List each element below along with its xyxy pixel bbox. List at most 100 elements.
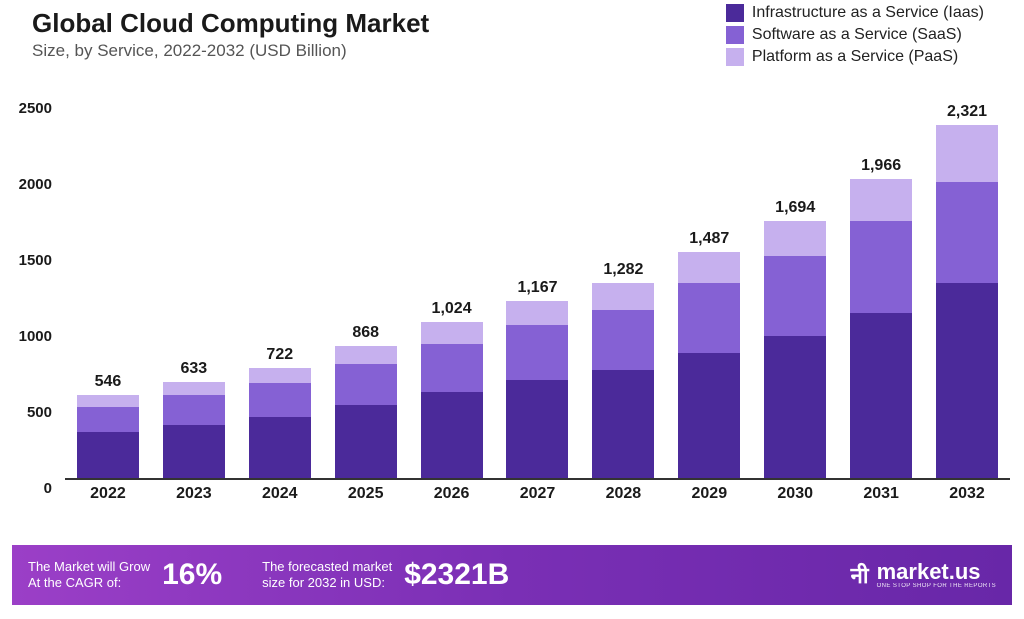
bar-segment-iaas: [678, 353, 740, 478]
bar-group: 633: [163, 382, 225, 478]
y-axis: 05001000150020002500: [10, 100, 60, 480]
bar-segment-iaas: [77, 432, 139, 478]
chart-subtitle: Size, by Service, 2022-2032 (USD Billion…: [32, 41, 429, 61]
bar-segment-paas: [421, 322, 483, 344]
bar-segment-paas: [936, 125, 998, 182]
bar-group: 1,282: [592, 283, 654, 478]
bar-segment-iaas: [506, 380, 568, 478]
bar-total-label: 546: [95, 373, 122, 391]
bar-group: 868: [335, 346, 397, 478]
brand-tagline: ONE STOP SHOP FOR THE REPORTS: [877, 583, 996, 589]
x-tick-label: 2029: [678, 485, 740, 503]
bar-group: 546: [77, 395, 139, 478]
bar-segment-iaas: [421, 392, 483, 478]
forecast-label: The forecasted market size for 2032 in U…: [262, 559, 392, 590]
bar-segment-iaas: [764, 336, 826, 478]
bar-segment-paas: [77, 395, 139, 407]
bar-segment-iaas: [936, 283, 998, 478]
bar-total-label: 868: [352, 324, 379, 342]
bar-total-label: 1,487: [689, 230, 729, 248]
bar-group: 1,966: [850, 179, 912, 478]
bar-segment-paas: [850, 179, 912, 220]
brand-name: market.us: [877, 561, 996, 583]
x-tick-label: 2025: [335, 485, 397, 503]
bar-segment-iaas: [335, 405, 397, 478]
brand-text: market.us ONE STOP SHOP FOR THE REPORTS: [877, 561, 996, 589]
forecast-block: The forecasted market size for 2032 in U…: [262, 558, 509, 592]
bar-group: 1,167: [506, 301, 568, 478]
x-tick-label: 2028: [592, 485, 654, 503]
bar-segment-paas: [592, 283, 654, 310]
chart-header: Global Cloud Computing Market Size, by S…: [32, 8, 429, 61]
x-tick-label: 2032: [936, 485, 998, 503]
bar-total-label: 1,282: [603, 261, 643, 279]
bar-total-label: 1,966: [861, 157, 901, 175]
legend-item: Infrastructure as a Service (Iaas): [726, 4, 984, 22]
bar-total-label: 2,321: [947, 103, 987, 121]
bar-group: 2,321: [936, 125, 998, 478]
x-tick-label: 2026: [421, 485, 483, 503]
bar-segment-saas: [249, 383, 311, 417]
legend-swatch-icon: [726, 48, 744, 66]
bar-total-label: 1,694: [775, 199, 815, 217]
bar-segment-paas: [678, 252, 740, 283]
bar-segment-paas: [506, 301, 568, 326]
forecast-value: $2321B: [404, 558, 509, 592]
brand-logo-icon: नी: [851, 560, 869, 590]
forecast-label-line1: The forecasted market: [262, 559, 392, 575]
bar-total-label: 722: [266, 346, 293, 364]
cagr-label-line2: At the CAGR of:: [28, 575, 150, 591]
cagr-block: The Market will Grow At the CAGR of: 16%: [28, 558, 222, 592]
bar-total-label: 1,167: [517, 279, 557, 297]
legend-label: Platform as a Service (PaaS): [752, 48, 958, 66]
bar-group: 1,024: [421, 322, 483, 478]
bar-segment-saas: [678, 283, 740, 353]
bar-segment-iaas: [249, 417, 311, 478]
bar-group: 1,487: [678, 252, 740, 478]
legend-item: Platform as a Service (PaaS): [726, 48, 984, 66]
bar-total-label: 1,024: [432, 300, 472, 318]
bar-group: 722: [249, 368, 311, 478]
bar-segment-paas: [249, 368, 311, 383]
chart-area: 05001000150020002500 546 633 722 868 1,024 1,…: [10, 100, 1014, 520]
legend-swatch-icon: [726, 26, 744, 44]
bars-container: 546 633 722 868 1,024 1,167 1,282 1,487 1,694 1,9…: [65, 100, 1010, 478]
legend-label: Infrastructure as a Service (Iaas): [752, 4, 984, 22]
x-tick-label: 2022: [77, 485, 139, 503]
x-tick-label: 2027: [506, 485, 568, 503]
x-tick-label: 2024: [249, 485, 311, 503]
bar-group: 1,694: [764, 221, 826, 478]
x-tick-label: 2030: [764, 485, 826, 503]
bar-segment-saas: [850, 221, 912, 313]
x-tick-label: 2023: [163, 485, 225, 503]
plot-region: 546 633 722 868 1,024 1,167 1,282 1,487 1,694 1,9…: [65, 100, 1010, 480]
bar-total-label: 633: [181, 360, 208, 378]
bar-segment-iaas: [163, 425, 225, 478]
bar-segment-saas: [77, 407, 139, 433]
bar-segment-saas: [936, 182, 998, 284]
chart-title: Global Cloud Computing Market: [32, 8, 429, 39]
forecast-label-line2: size for 2032 in USD:: [262, 575, 392, 591]
bar-segment-saas: [506, 325, 568, 380]
legend-swatch-icon: [726, 4, 744, 22]
cagr-label: The Market will Grow At the CAGR of:: [28, 559, 150, 590]
bar-segment-paas: [335, 346, 397, 364]
bar-segment-paas: [163, 382, 225, 395]
bar-segment-iaas: [592, 370, 654, 478]
bar-segment-saas: [592, 310, 654, 370]
x-axis: 2022 2023 2024 2025 2026 2027 2028 2029 2030 2031…: [65, 485, 1010, 503]
bar-segment-iaas: [850, 313, 912, 478]
bar-segment-paas: [764, 221, 826, 257]
legend-label: Software as a Service (SaaS): [752, 26, 962, 44]
cagr-value: 16%: [162, 558, 222, 592]
cagr-label-line1: The Market will Grow: [28, 559, 150, 575]
x-tick-label: 2031: [850, 485, 912, 503]
bar-segment-saas: [163, 395, 225, 425]
legend-item: Software as a Service (SaaS): [726, 26, 984, 44]
bar-segment-saas: [764, 256, 826, 336]
footer-banner: The Market will Grow At the CAGR of: 16%…: [12, 545, 1012, 605]
legend: Infrastructure as a Service (Iaas) Softwa…: [726, 4, 984, 66]
brand: नी market.us ONE STOP SHOP FOR THE REPOR…: [851, 560, 996, 590]
bar-segment-saas: [421, 344, 483, 392]
bar-segment-saas: [335, 364, 397, 405]
